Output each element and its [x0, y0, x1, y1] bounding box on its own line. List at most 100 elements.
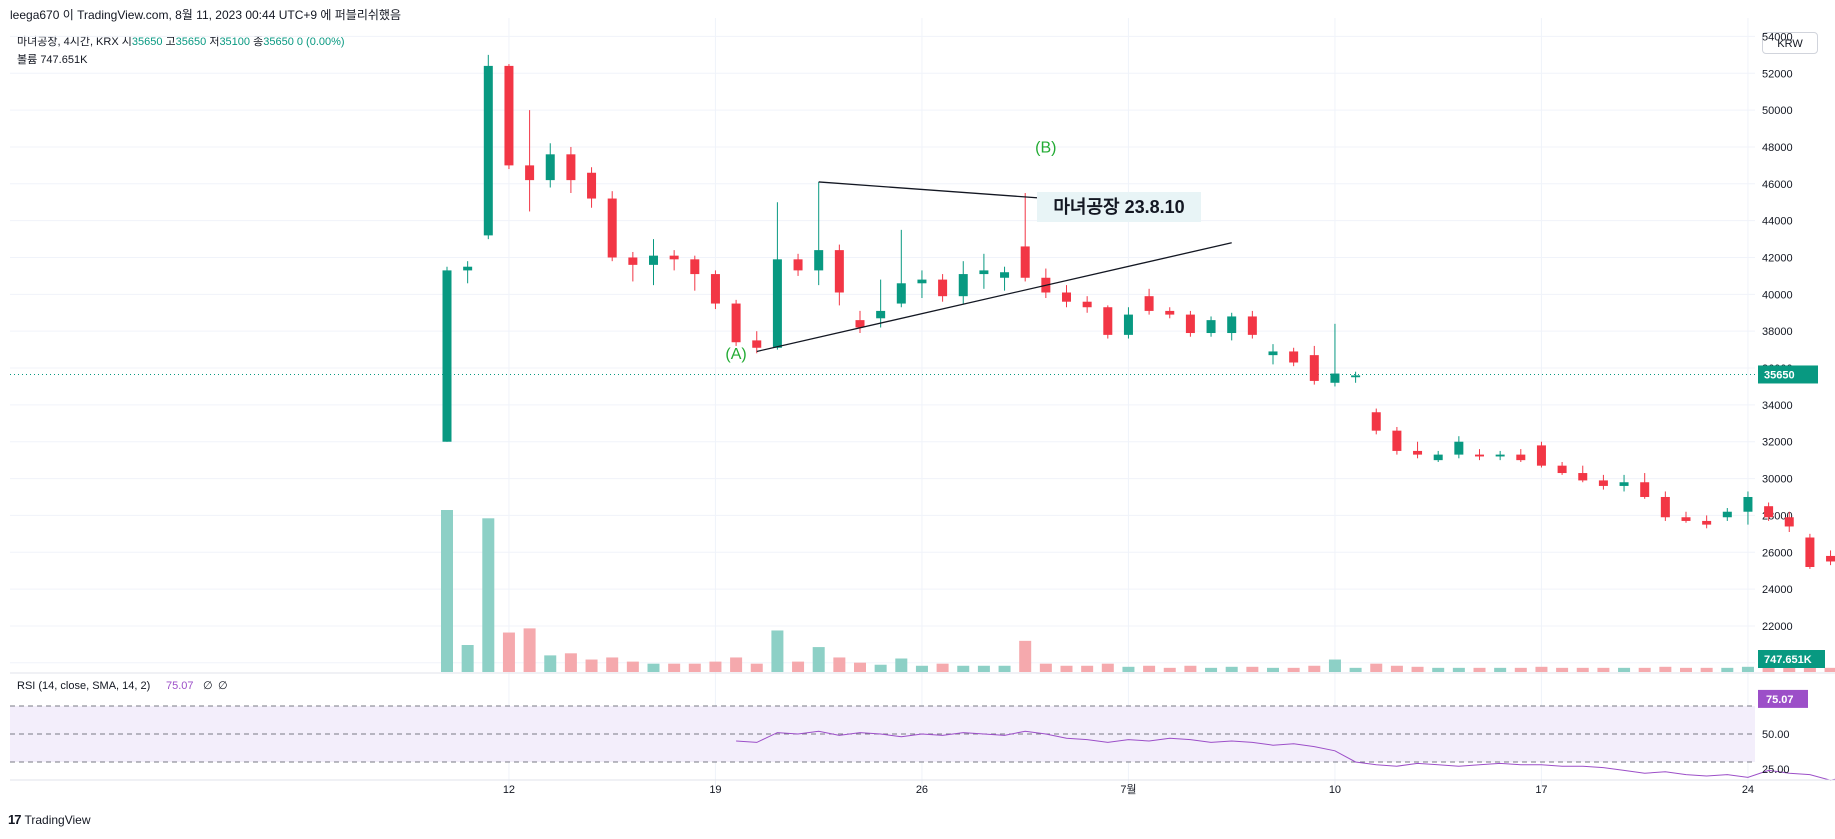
candle-body [1123, 314, 1133, 335]
candle-body [1826, 555, 1835, 562]
candle-body [607, 198, 617, 258]
close-label: 종 [253, 36, 264, 48]
candle-body [1413, 450, 1423, 455]
volume-label: 볼륨 [17, 54, 38, 66]
candle-body [525, 165, 535, 181]
candle-body [1309, 355, 1319, 381]
candle-body [814, 250, 824, 271]
candle-body [1475, 454, 1484, 457]
volume-bar [1039, 663, 1052, 672]
volume-bar [750, 663, 763, 672]
volume-bar [585, 659, 598, 672]
candle-body [1227, 316, 1237, 334]
wave-label: (A) [725, 346, 746, 363]
rsi-tick-label: 25.00 [1762, 764, 1790, 776]
volume-bar [564, 653, 577, 672]
y-tick-label: 34000 [1762, 400, 1793, 412]
candle-body [1640, 482, 1650, 497]
wave-label: (B) [1035, 139, 1056, 156]
volume-bar [998, 665, 1011, 672]
candle-body [1000, 272, 1010, 278]
candle-body [587, 172, 597, 199]
high-label: 고 [165, 36, 176, 48]
rsi-legend-extra: ∅ [218, 680, 228, 692]
candle-body [1805, 537, 1815, 567]
candle-body [793, 259, 803, 271]
volume-bar [1287, 667, 1300, 672]
high-value: 35650 [175, 36, 207, 48]
volume-bar [1638, 667, 1651, 672]
candle-body [896, 283, 906, 304]
volume-bar [1163, 667, 1176, 672]
candle-body [1722, 511, 1732, 518]
y-tick-label: 50000 [1762, 105, 1793, 117]
volume-bar [709, 661, 722, 672]
x-tick-label: 10 [1329, 784, 1341, 796]
candle-body [1185, 314, 1195, 334]
volume-bar [668, 663, 681, 672]
volume-bar [1060, 665, 1073, 672]
candle-body [442, 270, 452, 442]
volume-bar [544, 655, 557, 672]
volume-bar [1473, 667, 1486, 672]
volume-bar [771, 630, 784, 672]
volume-bar [688, 663, 701, 672]
candle-body [1103, 307, 1113, 335]
candle-body [1206, 320, 1216, 334]
candle-body [463, 266, 473, 271]
candle-body [690, 259, 700, 275]
x-tick-label: 24 [1742, 784, 1754, 796]
volume-bar [1267, 667, 1279, 672]
candle-body [628, 257, 638, 265]
volume-bar [606, 657, 619, 672]
chart-title-box [1037, 192, 1201, 222]
close-value: 35650 [263, 36, 294, 48]
volume-legend: 볼륨 747.651K [17, 51, 87, 67]
volume-bar [523, 628, 536, 672]
volume-bar [1184, 665, 1197, 672]
volume-bar [1824, 667, 1835, 672]
rsi-line [736, 730, 1835, 781]
volume-bar [1597, 667, 1610, 672]
candle-body [1289, 351, 1299, 363]
candle-body [1392, 430, 1402, 451]
volume-bar [1205, 667, 1218, 672]
candle-body [1268, 351, 1278, 356]
candle-body [1351, 375, 1361, 378]
volume-bar [1535, 666, 1548, 672]
y-tick-label: 52000 [1762, 68, 1793, 80]
low-label: 저 [209, 36, 220, 48]
candle-body [504, 65, 514, 166]
volume-bar [1122, 666, 1135, 672]
volume-bar [957, 665, 970, 672]
candle-body [1062, 292, 1071, 302]
y-tick-label: 26000 [1762, 547, 1793, 559]
candle-body [731, 303, 741, 343]
volume-bar [1432, 667, 1445, 672]
volume-bar [1081, 665, 1094, 672]
currency-button[interactable]: KRW [1762, 32, 1818, 54]
candle-body [1165, 310, 1175, 315]
volume-bar [1328, 659, 1341, 672]
open-label: 시 [121, 36, 132, 48]
candle-body [1784, 517, 1794, 527]
symbol-legend: 마녀공장, 4시간, KRX 시35650 고35650 저35100 종356… [17, 34, 345, 50]
candle-body [483, 65, 493, 236]
volume-bar [482, 518, 495, 672]
candle-body [1144, 296, 1154, 311]
volume-bar [1514, 667, 1527, 672]
volume-bar [1659, 666, 1672, 672]
y-tick-label: 46000 [1762, 179, 1793, 191]
candle-body [566, 154, 576, 181]
volume-bar [1618, 667, 1631, 672]
candle-body [1020, 246, 1030, 278]
y-tick-label: 42000 [1762, 252, 1793, 264]
y-tick-label: 32000 [1762, 437, 1793, 449]
candle-body [1516, 454, 1526, 461]
rsi-value-tag-label: 75.07 [1766, 694, 1794, 706]
volume-bar [1019, 640, 1032, 672]
x-tick-label: 19 [709, 784, 721, 796]
rsi-legend-label: RSI (14, close, SMA, 14, 2) [17, 680, 150, 692]
footer-brand: TradingView [24, 812, 91, 827]
